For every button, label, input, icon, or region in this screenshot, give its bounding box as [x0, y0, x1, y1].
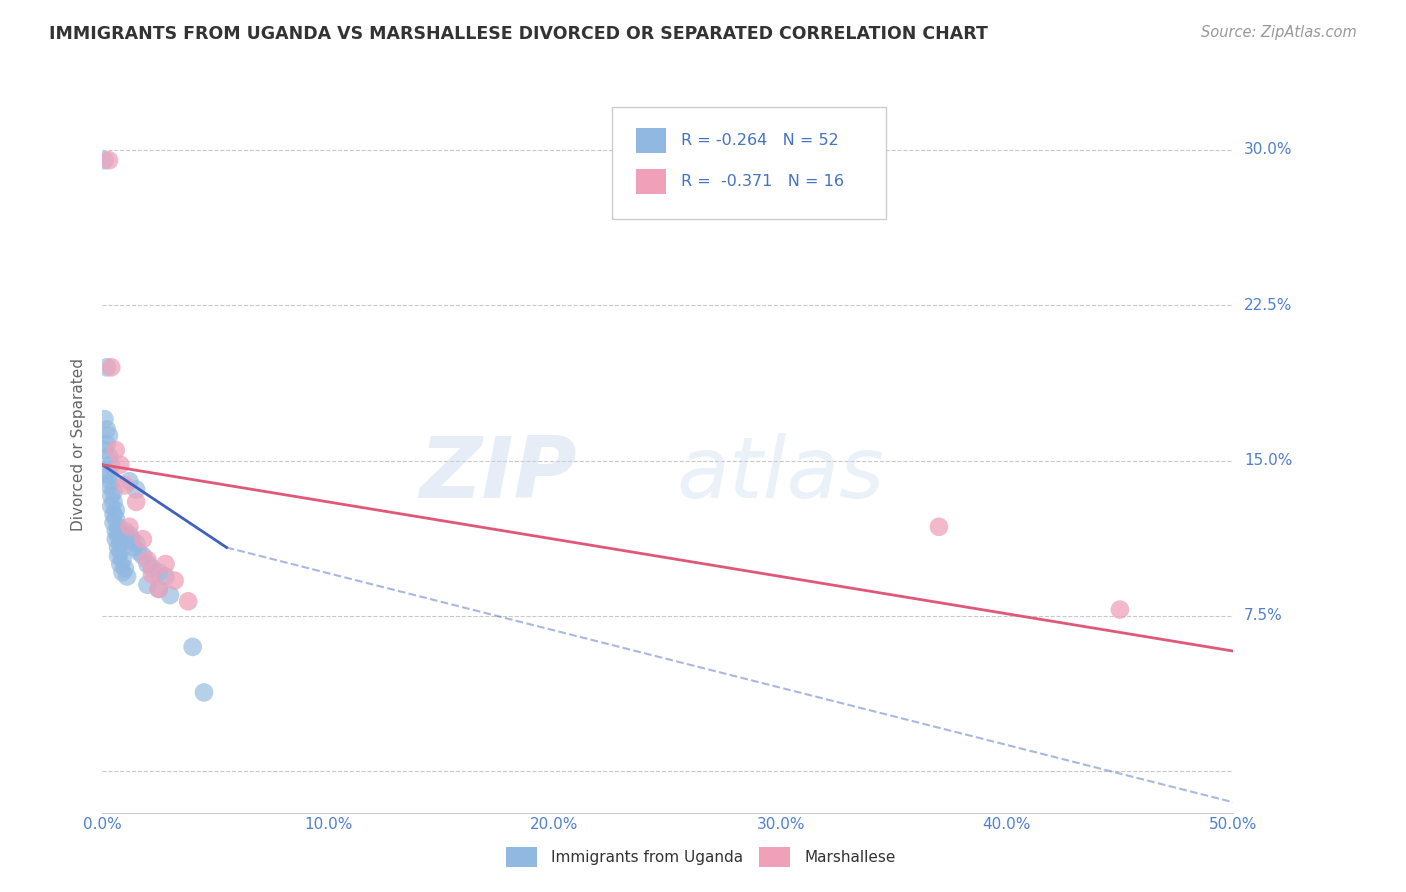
Point [1109, 602, 1132, 616]
Point [93, 443, 115, 458]
Point [96, 422, 118, 436]
Text: IMMIGRANTS FROM UGANDA VS MARSHALLESE DIVORCED OR SEPARATED CORRELATION CHART: IMMIGRANTS FROM UGANDA VS MARSHALLESE DI… [49, 25, 988, 43]
Point [118, 520, 141, 534]
Point [148, 582, 170, 596]
Point [111, 566, 134, 580]
Point [132, 549, 155, 563]
Text: 30.0%: 30.0% [1244, 143, 1292, 157]
Point [98, 468, 121, 483]
Point [110, 536, 132, 550]
Point [155, 569, 177, 583]
Point [96, 464, 118, 478]
Point [100, 489, 122, 503]
Point [100, 458, 122, 472]
Point [141, 561, 163, 575]
Text: Immigrants from Uganda: Immigrants from Uganda [551, 850, 744, 864]
Point [107, 541, 129, 555]
Point [100, 474, 122, 488]
Point [96, 437, 118, 451]
Point [110, 458, 132, 472]
Point [100, 499, 122, 513]
Point [98, 428, 121, 442]
Text: Source: ZipAtlas.com: Source: ZipAtlas.com [1201, 25, 1357, 40]
Point [132, 532, 155, 546]
Point [114, 524, 136, 538]
Point [125, 495, 148, 509]
Point [103, 508, 125, 522]
Text: Marshallese: Marshallese [804, 850, 896, 864]
Text: R = -0.264   N = 52: R = -0.264 N = 52 [681, 134, 838, 148]
Point [155, 557, 177, 571]
Point [125, 483, 148, 497]
Point [181, 640, 204, 654]
Point [103, 516, 125, 530]
Point [118, 528, 141, 542]
Point [111, 553, 134, 567]
Point [98, 450, 121, 464]
Point [107, 520, 129, 534]
Point [177, 594, 200, 608]
Point [136, 578, 159, 592]
Y-axis label: Divorced or Separated: Divorced or Separated [72, 359, 86, 532]
Point [104, 524, 127, 538]
Point [118, 474, 141, 488]
Point [110, 544, 132, 558]
Point [93, 153, 115, 168]
Text: R =  -0.371   N = 16: R = -0.371 N = 16 [681, 175, 844, 189]
Point [104, 532, 127, 546]
Point [110, 557, 132, 571]
Point [114, 478, 136, 492]
Point [103, 484, 125, 499]
Point [100, 360, 122, 375]
Point [98, 153, 121, 168]
Text: atlas: atlas [676, 433, 884, 516]
Point [127, 544, 149, 558]
Point [96, 360, 118, 375]
Point [122, 541, 145, 555]
Point [107, 549, 129, 563]
Point [114, 561, 136, 575]
Point [93, 412, 115, 426]
Point [141, 567, 163, 582]
Point [125, 536, 148, 550]
Text: 15.0%: 15.0% [1244, 453, 1292, 468]
Point [104, 511, 127, 525]
Point [193, 685, 215, 699]
Point [103, 495, 125, 509]
Text: ZIP: ZIP [419, 433, 576, 516]
Point [115, 569, 138, 583]
Point [107, 528, 129, 542]
Point [136, 553, 159, 567]
Point [148, 566, 170, 580]
Point [98, 478, 121, 492]
Point [163, 574, 186, 588]
Point [104, 503, 127, 517]
Text: 22.5%: 22.5% [1244, 298, 1292, 313]
Point [928, 520, 950, 534]
Point [136, 557, 159, 571]
Text: 7.5%: 7.5% [1244, 608, 1282, 624]
Point [104, 443, 127, 458]
Point [159, 588, 181, 602]
Point [121, 532, 143, 546]
Point [148, 582, 170, 596]
